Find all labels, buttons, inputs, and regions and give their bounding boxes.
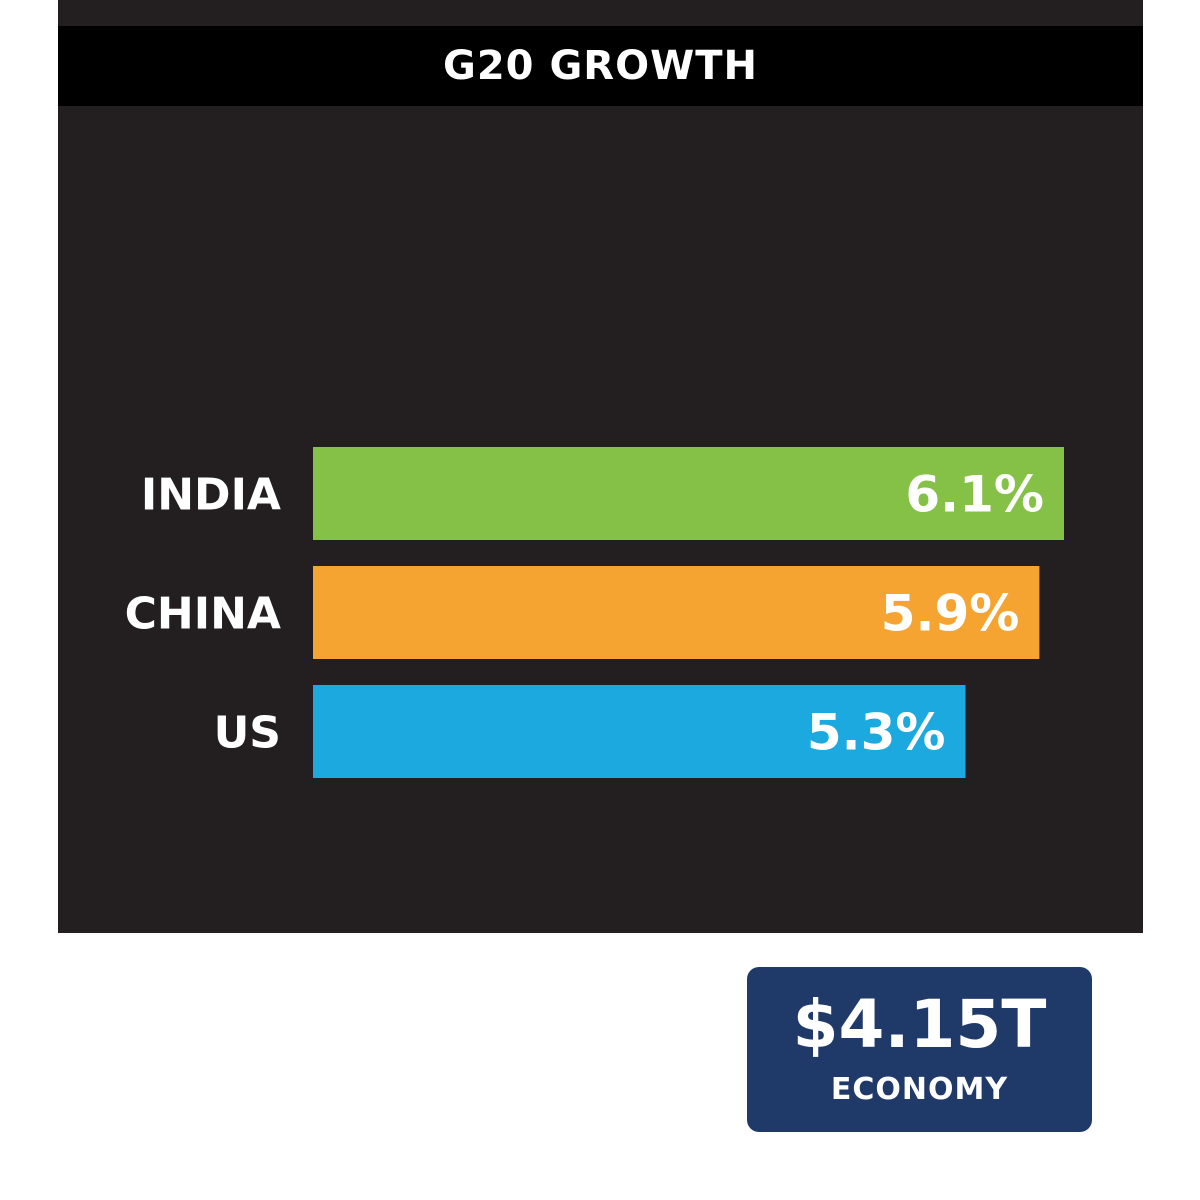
category-label-india: INDIA: [141, 470, 281, 521]
economy-badge: $4.15T ECONOMY: [747, 967, 1092, 1132]
value-label-india: 6.1%: [905, 466, 1044, 524]
bar-china: [313, 566, 1040, 659]
economy-value: $4.15T: [792, 986, 1047, 1063]
chart-title: G20 GROWTH: [443, 43, 758, 89]
title-bar: G20 GROWTH: [58, 26, 1143, 106]
category-label-us: US: [214, 708, 281, 759]
bar-us: [313, 685, 966, 778]
category-label-china: CHINA: [125, 589, 281, 640]
value-label-china: 5.9%: [881, 585, 1020, 643]
economy-caption: ECONOMY: [830, 1072, 1009, 1107]
value-label-us: 5.3%: [807, 704, 946, 762]
bar-india: [313, 447, 1064, 540]
